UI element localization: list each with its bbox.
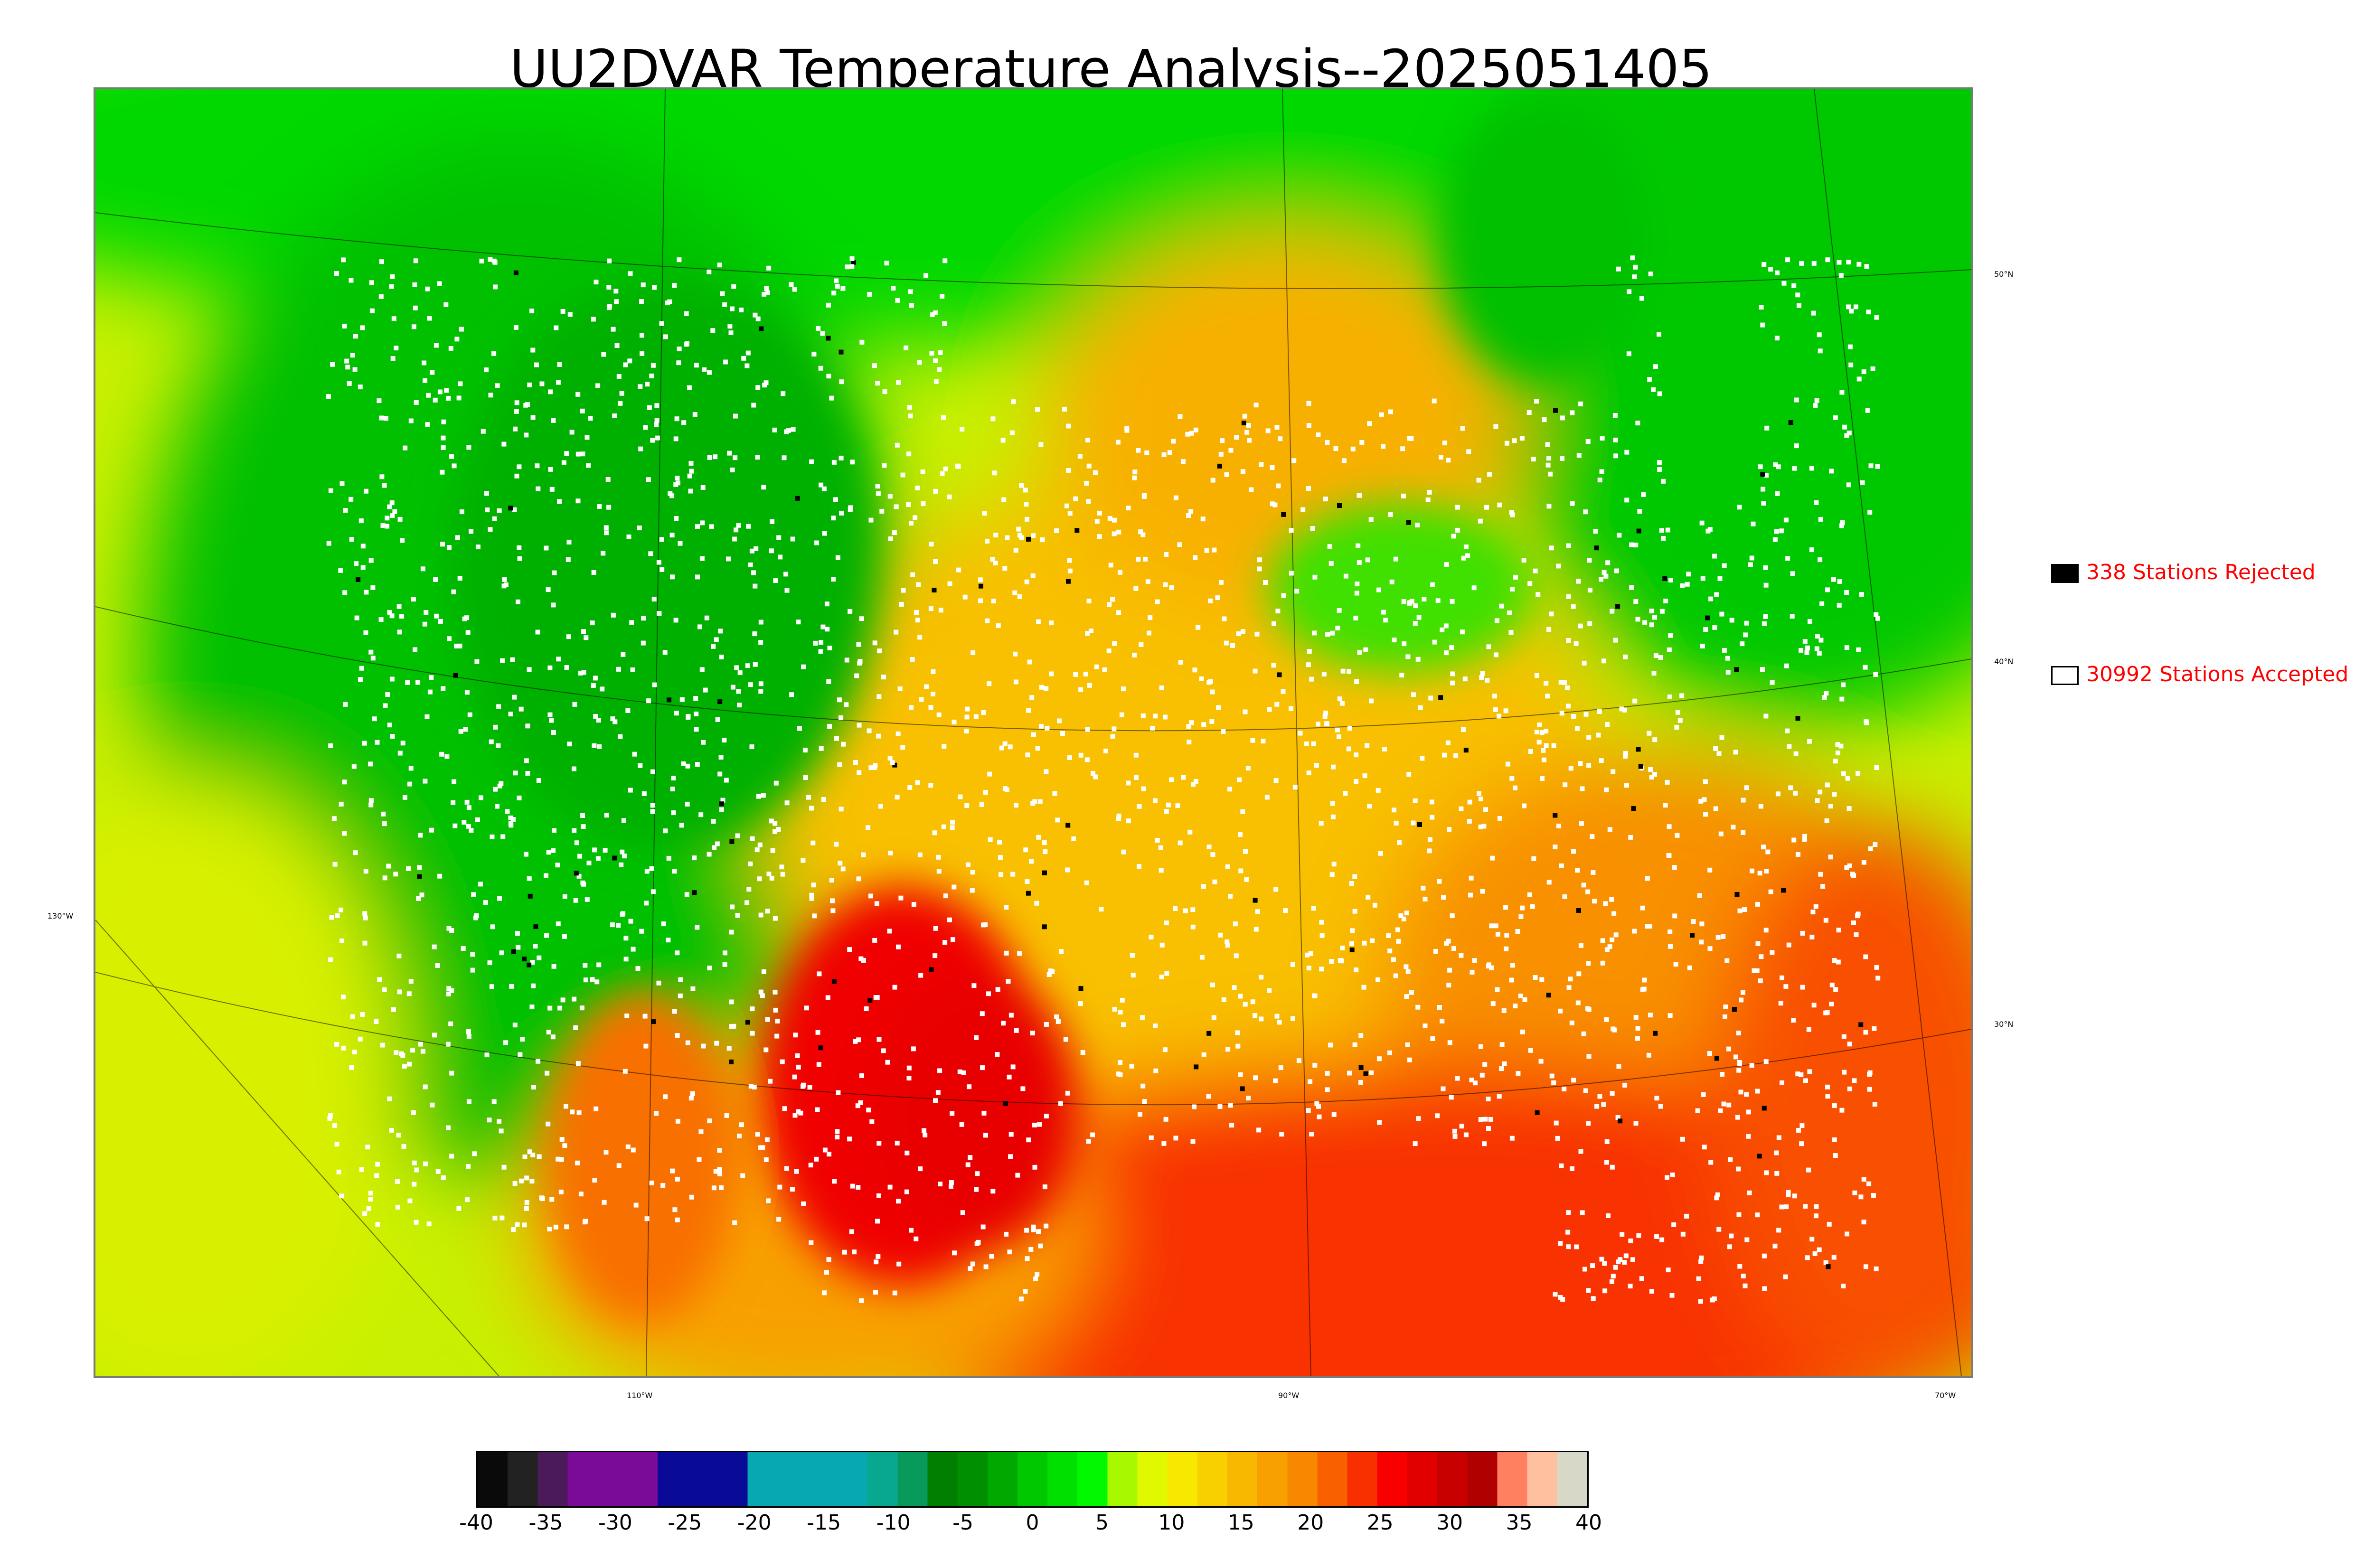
- colorbar-tick-label: 25: [1367, 1511, 1394, 1535]
- colorbar-tick-label: 5: [1095, 1511, 1109, 1535]
- colorbar-tick-label: 35: [1506, 1511, 1533, 1535]
- rejected-label: 338 Stations Rejected: [2086, 560, 2316, 585]
- colorbar-tick-label: -20: [737, 1511, 772, 1535]
- accepted-swatch: [2051, 666, 2079, 685]
- colorbar-tick-label: -25: [668, 1511, 702, 1535]
- colorbar-tick-label: 30: [1436, 1511, 1463, 1535]
- colorbar-tick-label: 15: [1228, 1511, 1254, 1535]
- colorbar-tick-label: -15: [807, 1511, 841, 1535]
- longitude-label-90w: 90°W: [1278, 1391, 1299, 1400]
- temperature-map[interactable]: [94, 87, 1973, 1378]
- latitude-label-40n: 40°N: [1994, 657, 2013, 667]
- colorbar-tick-label: -10: [876, 1511, 911, 1535]
- colorbar-tick-label: -30: [598, 1511, 632, 1535]
- temperature-field: [95, 89, 1971, 1376]
- longitude-label-130w: 130°W: [47, 911, 73, 921]
- accepted-label: 30992 Stations Accepted: [2086, 662, 2348, 687]
- colorbar-tick-label: -5: [952, 1511, 973, 1535]
- colorbar-tick-label: 0: [1026, 1511, 1039, 1535]
- colorbar-tick-label: 40: [1575, 1511, 1602, 1535]
- colorbar-tick-label: -40: [459, 1511, 493, 1535]
- latitude-label-50n: 50°N: [1994, 270, 2013, 279]
- colorbar: [476, 1451, 1589, 1508]
- colorbar-tick-label: 10: [1158, 1511, 1185, 1535]
- longitude-label-110w: 110°W: [627, 1391, 652, 1400]
- latitude-label-30n: 30°N: [1994, 1020, 2013, 1029]
- rejected-swatch: [2051, 564, 2079, 583]
- colorbar-ticks: -40 -35 -30 -25 -20 -15 -10 -5 0 5 10 15 20 25 30 35 40: [0, 1511, 2374, 1539]
- longitude-label-70w: 70°W: [1935, 1391, 1956, 1400]
- colorbar-tick-label: 20: [1297, 1511, 1324, 1535]
- colorbar-tick-label: -35: [529, 1511, 563, 1535]
